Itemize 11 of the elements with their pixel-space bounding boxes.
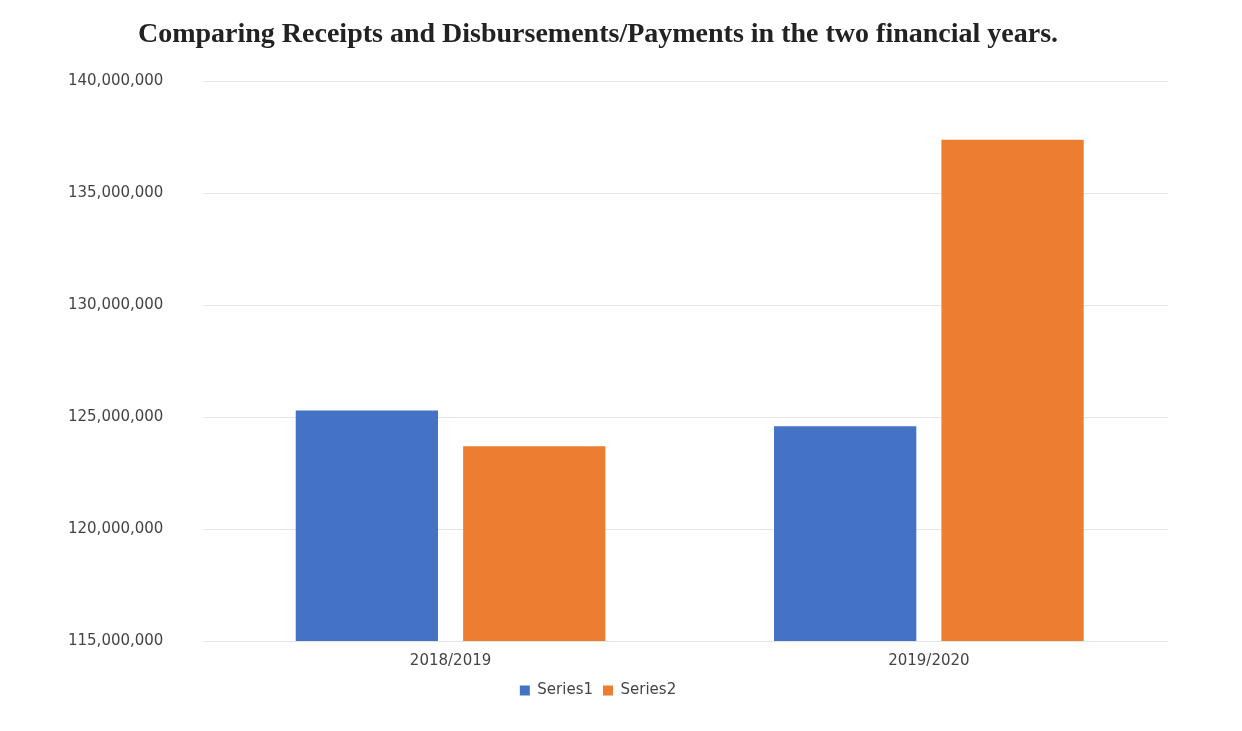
- x-tick-label: 2018/2019: [409, 650, 492, 669]
- y-tick-label: 135,000,000: [67, 183, 164, 202]
- y-tick-label: 130,000,000: [67, 295, 164, 314]
- y-tick-label: 120,000,000: [67, 519, 164, 538]
- legend-label: Series2: [620, 680, 677, 699]
- y-tick-label: 115,000,000: [67, 630, 164, 649]
- legend-label: Series1: [537, 680, 593, 699]
- x-tick-label: 2019/2020: [888, 650, 970, 669]
- y-tick-label: 140,000,000: [67, 71, 164, 90]
- y-tick-label: 125,000,000: [67, 407, 164, 426]
- chart-title: Comparing Receipts and Disbursements/Payments in the two financial years.: [137, 17, 1059, 49]
